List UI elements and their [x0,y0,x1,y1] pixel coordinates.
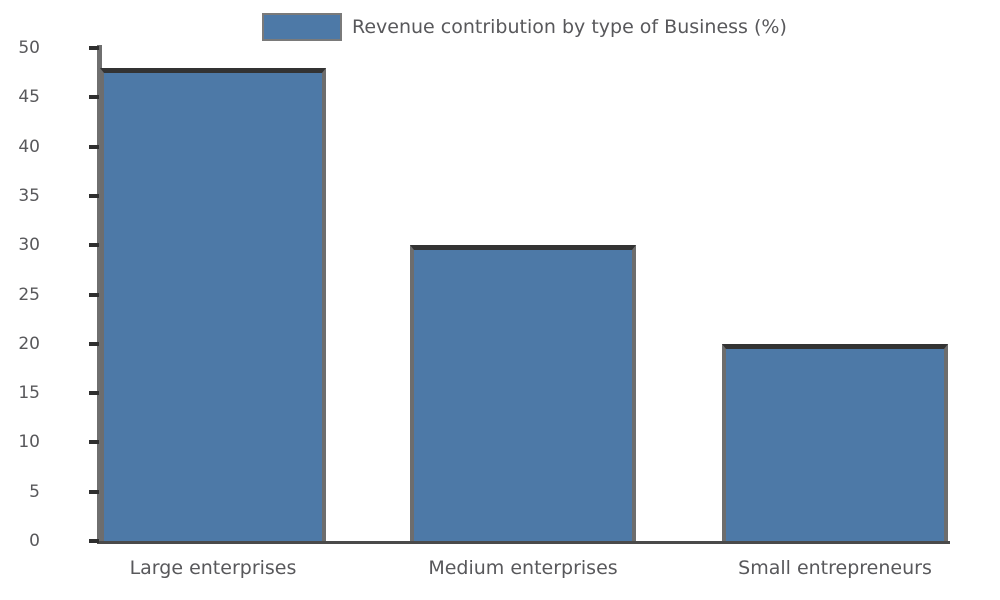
chart-legend: Revenue contribution by type of Business… [262,13,787,41]
y-tick-label: 15 [18,383,40,404]
y-tick-mark [89,489,99,494]
y-tick-label: 35 [18,185,40,206]
y-tick-mark [89,539,99,543]
x-axis-line [97,541,950,544]
y-tick-mark [89,46,99,50]
y-tick-mark [89,391,99,396]
y-tick-label: 50 [18,38,40,58]
bar [722,344,948,541]
y-tick-mark [89,193,99,198]
y-tick-mark [89,440,99,445]
bar [100,68,326,541]
y-tick-label: 30 [18,235,40,256]
x-category-label: Large enterprises [129,557,297,579]
y-tick-label: 40 [18,136,40,157]
x-category-label: Medium enterprises [428,557,618,579]
y-tick-label: 10 [18,432,40,453]
y-tick-mark [89,292,99,297]
y-tick-mark [89,95,99,100]
legend-swatch [262,13,342,41]
legend-label: Revenue contribution by type of Business… [352,16,787,38]
y-tick-label: 45 [18,87,40,108]
y-tick-mark [89,243,99,248]
x-category-label: Small entrepreneurs [738,557,932,579]
y-tick-mark [89,144,99,149]
y-tick-mark [89,341,99,346]
y-axis-line [97,45,102,543]
y-tick-label: 0 [29,531,40,551]
y-tick-label: 25 [18,284,40,305]
y-tick-label: 20 [18,333,40,354]
y-tick-label: 5 [29,481,40,502]
bar [410,245,636,541]
